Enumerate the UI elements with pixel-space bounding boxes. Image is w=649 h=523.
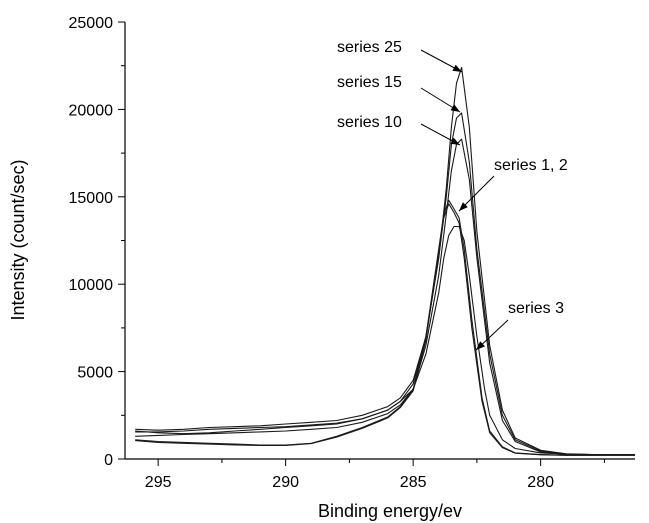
series-line-2 [135,112,635,456]
annotation-arrowhead [450,104,460,112]
x-tick-label: 285 [400,474,427,491]
y-tick-label: 5000 [77,365,113,382]
axis-layer: 0 5000 10000 15000 20000 25000 295 290 285 280 [69,15,635,491]
x-tick-label: 290 [272,474,299,491]
y-axis-title: Intensity (count/sec) [8,159,28,320]
series-line-5 [135,203,635,456]
y-tick-label: 0 [104,452,113,469]
series-line-3 [135,138,635,456]
annotation-arrowhead [450,137,460,145]
annotation-arrowhead [459,202,468,211]
x-axis-title: Binding energy/ev [318,501,462,521]
annotation-arrowhead [452,64,462,72]
y-tick-label: 25000 [69,15,114,32]
y-tick-label: 20000 [69,102,114,119]
y-tick-label: 15000 [69,190,114,207]
y-tick-label: 10000 [69,277,114,294]
series-line-6 [135,225,635,456]
annotation-label: series 3 [508,300,564,317]
annotation-layer: series 25 series 15 series 10 series 1, 2 se… [337,39,568,351]
annotation-label: series 15 [337,74,402,91]
annotation-label: series 1, 2 [494,157,568,174]
series-line-4 [135,199,635,456]
annotation-label: series 10 [337,114,402,131]
series-layer [135,66,635,456]
annotation-label: series 25 [337,39,402,56]
x-tick-label: 295 [145,474,172,491]
x-tick-label: 280 [527,474,554,491]
annotation-arrowhead [476,341,485,350]
